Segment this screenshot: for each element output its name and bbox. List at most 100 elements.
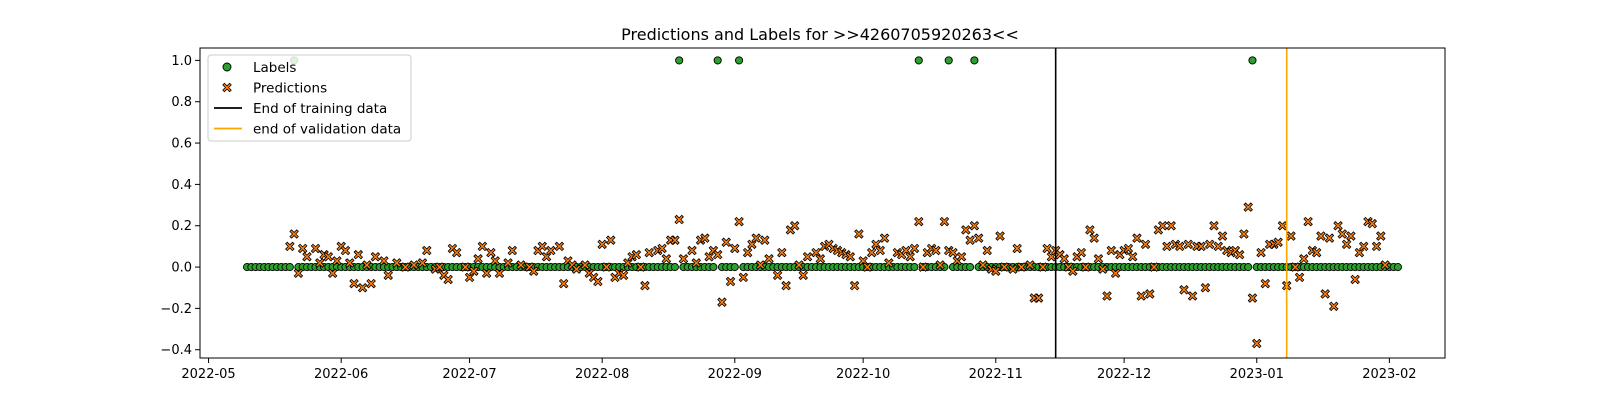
prediction-point	[362, 260, 372, 270]
prediction-point	[417, 258, 428, 268]
prediction-point	[494, 268, 505, 279]
prediction-point	[640, 280, 650, 291]
prediction-point	[469, 266, 479, 276]
prediction-point	[1341, 239, 1352, 250]
prediction-point	[1149, 262, 1159, 272]
x-tick-label: 2022-12	[1097, 367, 1151, 382]
prediction-point	[546, 245, 556, 256]
y-tick-label: −0.2	[160, 302, 192, 317]
prediction-point	[503, 258, 513, 268]
prediction-point	[1217, 231, 1228, 241]
prediction-point	[905, 251, 915, 262]
label-point	[966, 263, 975, 272]
prediction-point	[340, 245, 351, 256]
prediction-point	[1080, 262, 1091, 272]
prediction-point	[477, 241, 488, 252]
chart-title: Predictions and Labels for >>42607059202…	[621, 25, 1019, 44]
prediction-point	[879, 233, 890, 243]
prediction-point	[327, 268, 338, 279]
prediction-point	[1068, 266, 1078, 276]
prediction-point	[1234, 249, 1245, 260]
legend-label: End of training data	[253, 101, 387, 117]
prediction-point	[759, 235, 770, 245]
prediction-point	[691, 258, 702, 268]
prediction-point	[516, 260, 526, 270]
prediction-point	[289, 229, 299, 239]
prediction-point	[1204, 239, 1215, 250]
legend-label: end of validation data	[253, 122, 401, 138]
prediction-point	[357, 282, 368, 293]
prediction-point	[909, 243, 920, 254]
x-tick-label: 2022-06	[314, 367, 368, 382]
prediction-point	[1299, 254, 1309, 264]
prediction-point	[1042, 243, 1052, 254]
prediction-point	[674, 214, 684, 225]
prediction-point	[862, 262, 873, 272]
prediction-point	[657, 243, 667, 254]
prediction-point	[580, 260, 590, 270]
prediction-point	[1097, 264, 1108, 274]
plot-frame	[199, 47, 1446, 359]
label-point	[709, 263, 718, 272]
prediction-point	[1320, 289, 1330, 299]
legend-marker-predictions	[222, 82, 232, 93]
prediction-point	[742, 247, 753, 258]
prediction-point	[481, 268, 492, 279]
prediction-point	[1132, 233, 1142, 243]
prediction-point	[1136, 291, 1147, 301]
prediction-point	[678, 254, 689, 264]
legend-label: Labels	[253, 60, 296, 76]
prediction-point	[1174, 241, 1185, 252]
x-tick-label: 2022-05	[181, 367, 235, 382]
label-point	[970, 56, 979, 65]
prediction-point	[772, 270, 783, 281]
prediction-point	[323, 251, 334, 262]
prediction-point	[935, 260, 945, 270]
prediction-point	[507, 245, 518, 256]
prediction-point	[845, 251, 856, 262]
prediction-point	[1324, 233, 1335, 243]
label-point	[285, 263, 294, 272]
prediction-point	[1123, 243, 1134, 254]
prediction-point	[931, 245, 941, 256]
prediction-point	[1294, 272, 1305, 283]
marks-layer	[243, 48, 1402, 358]
prediction-point	[1260, 278, 1271, 289]
prediction-point	[802, 251, 813, 262]
prediction-point	[738, 272, 749, 283]
prediction-point	[755, 260, 766, 270]
label-point	[730, 263, 739, 272]
prediction-point	[1187, 291, 1198, 301]
prediction-point	[1371, 241, 1382, 252]
prediction-point	[1239, 229, 1249, 239]
prediction-point	[866, 247, 877, 258]
prediction-point	[1337, 229, 1348, 239]
prediction-point	[451, 247, 462, 258]
y-tick-label: 1.0	[171, 54, 192, 69]
prediction-point	[593, 276, 603, 287]
prediction-point	[965, 235, 975, 245]
prediction-point	[1273, 237, 1283, 248]
prediction-point	[956, 251, 967, 262]
prediction-point	[473, 254, 483, 264]
prediction-point	[1102, 291, 1112, 301]
prediction-point	[293, 268, 304, 279]
prediction-point	[978, 260, 988, 270]
axes-layer: 2022-05 2022-06 2022-07 2022-08 2022-09 2022-…	[160, 54, 1416, 382]
prediction-point	[366, 278, 376, 289]
prediction-point	[687, 245, 697, 256]
prediction-point	[1328, 301, 1339, 312]
prediction-point	[1157, 220, 1168, 231]
prediction-point	[1303, 216, 1313, 227]
prediction-point	[349, 278, 359, 289]
prediction-point	[1179, 285, 1189, 295]
prediction-point	[712, 249, 723, 260]
x-tick-label: 2022-07	[442, 367, 496, 382]
prediction-point	[409, 260, 419, 270]
prediction-point	[854, 229, 864, 239]
prediction-point	[1196, 241, 1206, 252]
prediction-point	[730, 243, 740, 254]
y-tick-label: 0.4	[171, 178, 192, 193]
prediction-point	[969, 220, 980, 231]
prediction-point	[700, 233, 710, 243]
